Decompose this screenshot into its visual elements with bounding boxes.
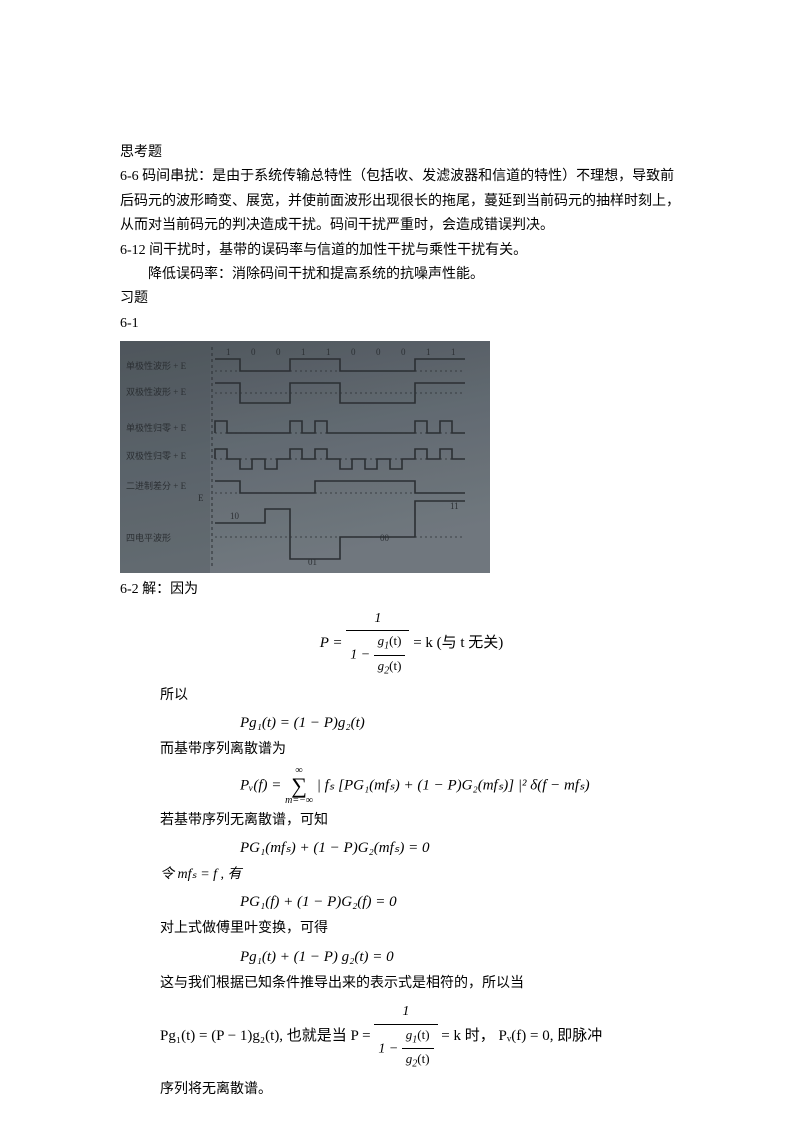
bit-7: 0 [401, 347, 406, 357]
eq7-g2-arg: (t) [417, 1051, 429, 1066]
row1-label: 单极性波形 + E [126, 360, 187, 371]
para-6-12-l2: 降低误码率：消除码间干扰和提高系统的抗噪声性能。 [120, 264, 703, 286]
so-line: 所以 [160, 685, 703, 707]
exercise-title: 习题 [120, 288, 703, 310]
para-6-12-l1: 6-12 间干扰时，基带的误码率与信道的加性干扰与乘性干扰有关。 [120, 240, 703, 262]
eq1-num: 1 [346, 608, 409, 631]
row3-label: 单极性归零 + E [126, 422, 187, 433]
eq7-num: 1 [374, 1001, 437, 1024]
para-6-6-l1: 6-6 码间串扰：是由于系统传输总特性（包括收、发滤波器和信道的特性）不理想，导… [120, 166, 703, 188]
bit-8: 1 [426, 347, 431, 357]
exercise-6-1: 6-1 [120, 313, 703, 335]
line7: 这与我们根据已知条件推导出来的表示式是相符的，所以当 [160, 973, 703, 995]
bit-0: 1 [226, 347, 231, 357]
lv10: 10 [230, 511, 240, 521]
bit-4: 1 [326, 347, 331, 357]
eq7-g1-arg: (t) [417, 1027, 429, 1042]
line3: 而基带序列离散谱为 [160, 739, 703, 761]
lv11: 11 [450, 501, 459, 511]
eq5: PG₁(f) + (1 − P)G₂(f) = 0 [240, 890, 703, 914]
bit-6: 0 [376, 347, 381, 357]
eq3-sumbot: m=−∞ [285, 796, 313, 806]
line4: 若基带序列无离散谱，可知 [160, 810, 703, 832]
bit-1: 0 [251, 347, 256, 357]
eq3-body: | fₛ [PG₁(mfₛ) + (1 − P)G₂(mfₛ)] |² δ(f … [317, 777, 590, 793]
eq2: Pg₁(t) = (1 − P)g₂(t) [240, 711, 703, 735]
eq7-den-pre: 1 − [378, 1041, 398, 1056]
eq7: Pg₁(t) = (P − 1)g₂(t), 也就是当 P = 1 1 − g1… [160, 1001, 703, 1073]
eq1-g1-arg: (t) [389, 633, 401, 648]
bit-9: 1 [451, 347, 456, 357]
line6: 对上式做傅里叶变换，可得 [160, 918, 703, 940]
row6-label: 四电平波形 [126, 532, 171, 543]
eq3: Pᵥ(f) = ∞ ∑ m=−∞ | fₛ [PG₁(mfₛ) + (1 − P… [240, 766, 703, 806]
eq3-pre: Pᵥ(f) = [240, 777, 281, 793]
eq1-den-pre: 1 − [350, 647, 370, 662]
line5: 令 mfₛ = f , 有 [160, 864, 703, 886]
eq7-left: Pg₁(t) = (P − 1)g₂(t), 也就是当 P = [160, 1028, 371, 1044]
section-title: 思考题 [120, 142, 703, 164]
eq1-right: = k (与 t 无关) [413, 635, 503, 651]
line8: 序列将无离散谱。 [160, 1079, 703, 1101]
sol-6-2-head: 6-2 解：因为 [120, 579, 703, 601]
row2-label: 双极性波形 + E [126, 386, 187, 397]
bit-2: 0 [276, 347, 281, 357]
eq6: Pg₁(t) + (1 − P) g₂(t) = 0 [240, 945, 703, 969]
bit-5: 0 [351, 347, 356, 357]
para-6-6-l3: 从而对当前码元的判决造成干扰。码间干扰严重时，会造成错误判决。 [120, 215, 703, 237]
waveform-figure: 1 0 0 1 1 0 0 0 1 1 单极性波形 + E 双极性波形 + E … [120, 341, 490, 573]
row5a-label: 二进制差分 + E [126, 480, 187, 491]
eq1-g2-arg: (t) [389, 658, 401, 673]
eq1-left: P = [320, 635, 343, 651]
sigma-icon: ∑ [285, 776, 313, 796]
eq4: PG₁(mfₛ) + (1 − P)G₂(mfₛ) = 0 [240, 836, 703, 860]
eq7-right: = k 时， Pᵥ(f) = 0, 即脉冲 [441, 1028, 602, 1044]
row4-label: 双极性归零 + E [126, 450, 187, 461]
lv00: 00 [380, 533, 390, 543]
bit-3: 1 [301, 347, 306, 357]
para-6-6-l2: 后码元的波形畸变、展宽，并使前面波形出现很长的拖尾，蔓延到当前码元的抽样时刻上， [120, 191, 703, 213]
row5b-label: E [198, 493, 204, 503]
eq1: P = 1 1 − g1(t) g2(t) = k (与 t 无关) [120, 608, 703, 680]
